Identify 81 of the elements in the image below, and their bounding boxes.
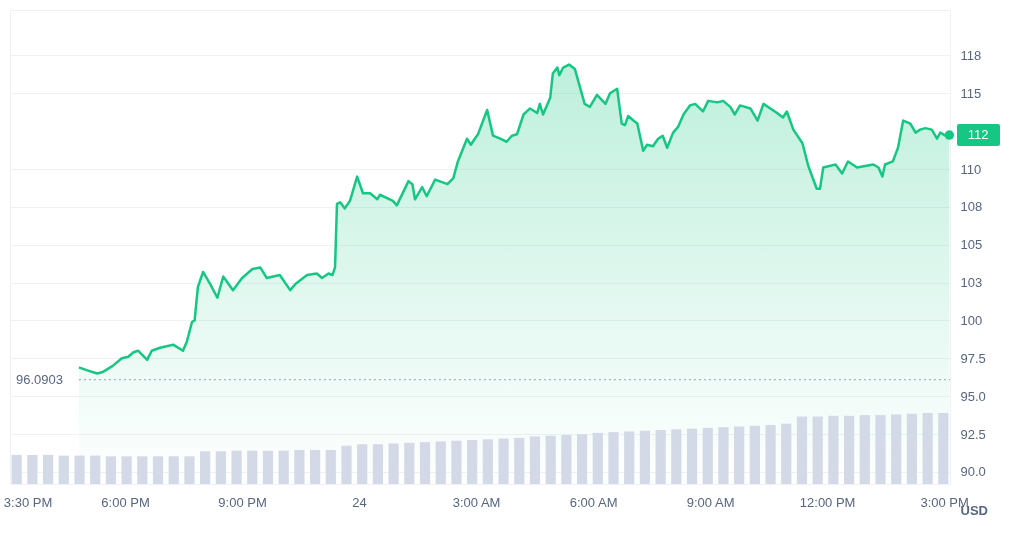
y-tick-label: 92.5 [960, 426, 986, 442]
x-tick-label: 12:00 PM [799, 494, 856, 510]
bar [828, 415, 839, 484]
bar [561, 435, 572, 484]
bar [262, 450, 274, 484]
bar [168, 456, 179, 484]
y-tick-label: 100 [960, 312, 983, 328]
bar [451, 440, 462, 484]
bar [843, 415, 855, 484]
bar [686, 428, 698, 484]
bar [388, 443, 399, 484]
bar [42, 454, 54, 484]
bar [27, 454, 38, 484]
bar [514, 437, 525, 484]
x-tick-label: 6:00 AM [569, 494, 618, 510]
bar [734, 426, 745, 484]
x-tick-label: 24 [352, 494, 367, 510]
x-tick-label: 3:30 PM [3, 494, 53, 510]
y-tick-label: 105 [960, 237, 983, 253]
x-tick-label: 9:00 PM [218, 494, 267, 510]
bar [639, 430, 651, 484]
x-tick-label: 9:00 AM [686, 494, 735, 510]
y-tick-label: 118 [960, 47, 982, 63]
bar [608, 432, 619, 484]
bar [215, 451, 226, 484]
bar [875, 415, 886, 484]
bar [278, 450, 289, 484]
bar [545, 435, 556, 484]
ref-line-label: 96.0903 [16, 371, 63, 387]
y-tick-label: 115 [960, 85, 982, 101]
bar [325, 449, 336, 484]
bar [671, 429, 682, 484]
y-tick-label: 90.0 [960, 464, 986, 480]
x-tick-label: 6:00 PM [101, 494, 150, 510]
bar [529, 436, 541, 484]
bar [121, 456, 132, 484]
bar [309, 449, 321, 484]
x-tick-label: 3:00 AM [452, 494, 501, 510]
bar [200, 451, 211, 484]
y-tick-label: 108 [960, 199, 983, 215]
bar [749, 425, 760, 484]
bar [796, 416, 808, 484]
bar [58, 455, 69, 484]
bar [90, 455, 101, 484]
bar [765, 425, 776, 484]
bar [404, 442, 415, 484]
bar [498, 438, 509, 484]
bar [576, 434, 588, 484]
bar [467, 439, 478, 484]
y-tick-label: 95.0 [960, 388, 986, 404]
bar [231, 450, 242, 484]
bar [812, 416, 823, 484]
bar [781, 423, 792, 484]
bar [419, 442, 431, 484]
bar [184, 456, 195, 484]
bar [247, 450, 258, 484]
bar [859, 415, 870, 484]
annotation: 112 [967, 127, 989, 143]
bar [294, 449, 305, 484]
bar [137, 456, 148, 484]
bar [152, 456, 164, 484]
bar [702, 427, 713, 484]
bar [74, 455, 85, 484]
bar [105, 456, 117, 484]
bar [372, 444, 384, 484]
bar [435, 441, 446, 484]
bar [592, 432, 603, 484]
bar [655, 430, 666, 484]
y-tick-label: 97.5 [960, 350, 986, 366]
bar [11, 454, 22, 484]
bar [938, 413, 949, 484]
bar [891, 414, 902, 484]
y-tick-label: 110 [960, 161, 982, 177]
bar [624, 431, 635, 484]
bar [718, 427, 729, 484]
bar [906, 413, 918, 484]
bar [357, 444, 368, 484]
y-tick-label: 103 [960, 275, 983, 291]
bar [341, 445, 352, 484]
bar [482, 439, 493, 484]
bar [922, 413, 933, 484]
